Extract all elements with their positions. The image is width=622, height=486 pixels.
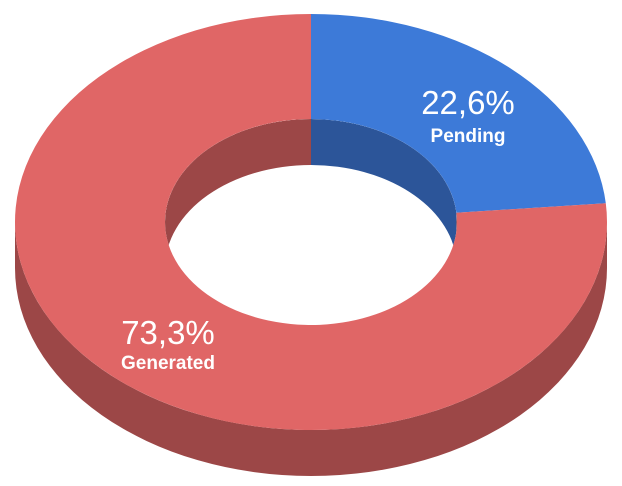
slice-pending-inner-side <box>311 119 457 259</box>
donut-hole <box>165 119 457 325</box>
slice-generated-outer-side <box>15 222 607 476</box>
slice-pending-name: Pending <box>431 126 506 147</box>
slice-generated-inner-side <box>165 119 311 268</box>
slice-pending[interactable] <box>311 14 606 213</box>
slice-generated-name: Generated <box>121 353 215 374</box>
slice-generated[interactable] <box>14 14 607 430</box>
slice-generated-percent: 73,3% <box>121 314 215 351</box>
donut-sides <box>15 222 607 476</box>
slice-pending-percent: 22,6% <box>421 84 515 121</box>
hole-walls <box>165 119 457 325</box>
donut-tops <box>14 14 607 430</box>
